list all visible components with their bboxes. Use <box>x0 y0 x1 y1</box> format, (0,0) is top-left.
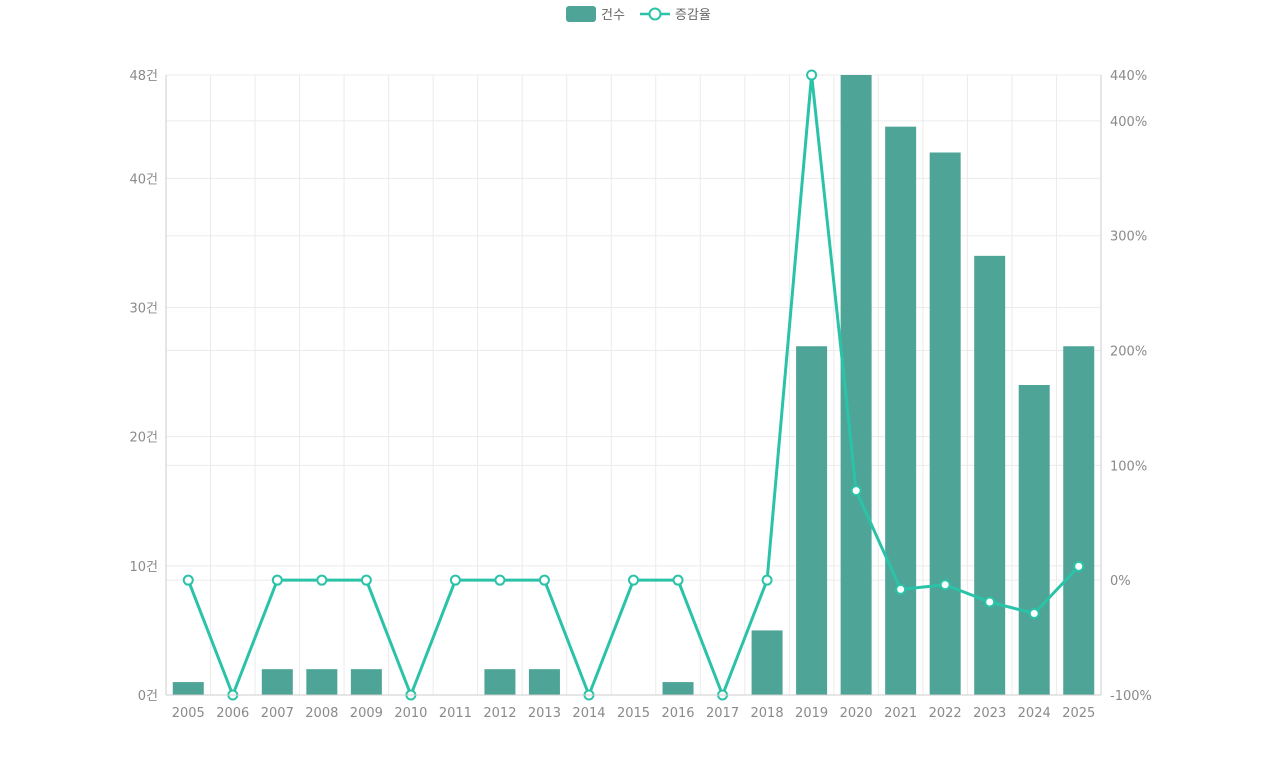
legend-label-bar: 건수 <box>601 8 625 23</box>
point-2008 <box>316 574 328 586</box>
x-tick-label: 2020 <box>840 706 873 721</box>
right-tick-label: 0% <box>1110 574 1131 589</box>
left-tick-label: 48건 <box>129 69 158 84</box>
left-tick-label: 20건 <box>129 431 158 446</box>
x-tick-label: 2008 <box>305 706 338 721</box>
point-2021 <box>895 583 907 595</box>
bar-2007 <box>261 669 293 695</box>
point-2020 <box>850 485 862 497</box>
bar-2016 <box>662 682 694 695</box>
x-tick-label: 2006 <box>216 706 249 721</box>
x-tick-label: 2009 <box>350 706 383 721</box>
x-tick-label: 2017 <box>706 706 739 721</box>
legend-line-marker <box>648 7 662 21</box>
left-tick-label: 30건 <box>129 302 158 317</box>
point-2009 <box>360 574 372 586</box>
left-tick-label: 10건 <box>129 560 158 575</box>
point-2018 <box>761 574 773 586</box>
point-2012 <box>494 574 506 586</box>
bar-2023 <box>974 255 1006 696</box>
point-2023 <box>984 596 996 608</box>
x-tick-label: 2024 <box>1018 706 1051 721</box>
point-2013 <box>538 574 550 586</box>
x-tick-label: 2012 <box>483 706 516 721</box>
x-tick-label: 2016 <box>661 706 694 721</box>
x-tick-label: 2022 <box>929 706 962 721</box>
x-tick-label: 2025 <box>1062 706 1095 721</box>
x-tick-label: 2015 <box>617 706 650 721</box>
bar-2025 <box>1063 346 1095 695</box>
bar-2022 <box>929 152 961 695</box>
x-tick-label: 2014 <box>572 706 605 721</box>
bars <box>172 75 1095 696</box>
right-tick-label: -100% <box>1110 689 1152 704</box>
right-tick-label: 300% <box>1110 230 1147 245</box>
point-2005 <box>182 574 194 586</box>
legend-label-line: 증감율 <box>675 8 711 23</box>
point-2015 <box>628 574 639 586</box>
left-tick-label: 40건 <box>129 172 158 187</box>
x-tick-label: 2005 <box>172 706 205 721</box>
x-tick-label: 2011 <box>439 706 472 721</box>
legend-bar-swatch[interactable] <box>566 6 596 22</box>
x-tick-label: 2013 <box>528 706 561 721</box>
bar-2024 <box>1018 385 1050 695</box>
right-tick-label: 200% <box>1110 345 1147 360</box>
legend: 건수 증감율 <box>566 6 711 23</box>
point-2011 <box>449 574 461 586</box>
point-2025 <box>1073 560 1085 572</box>
bar-2008 <box>306 669 338 695</box>
x-tick-label: 2021 <box>884 706 917 721</box>
bar-2005 <box>172 682 204 695</box>
left-tick-label: 0건 <box>138 689 158 704</box>
right-tick-label: 100% <box>1110 459 1147 474</box>
x-tick-label: 2018 <box>751 706 784 721</box>
grid <box>165 74 1102 696</box>
right-tick-label: 440% <box>1110 69 1147 84</box>
bar-2021 <box>885 126 917 695</box>
x-tick-label: 2010 <box>394 706 427 721</box>
bar-2013 <box>528 669 560 695</box>
point-2007 <box>271 574 283 586</box>
bar-2019 <box>796 346 828 695</box>
x-tick-label: 2023 <box>973 706 1006 721</box>
point-2016 <box>672 574 684 586</box>
point-2024 <box>1028 607 1040 619</box>
right-tick-label: 400% <box>1110 115 1147 130</box>
point-2019 <box>806 69 818 81</box>
point-2022 <box>939 579 951 591</box>
line-series <box>182 69 1085 701</box>
x-tick-label: 2007 <box>261 706 294 721</box>
x-tick-label: 2019 <box>795 706 828 721</box>
bar-2009 <box>350 669 382 695</box>
bar-2018 <box>751 630 783 695</box>
axes: 0건 10건 20건 30건 40건 48건 -100% 0% 100% 200% 300% 400%… <box>129 69 1151 721</box>
bar-2012 <box>484 669 516 695</box>
